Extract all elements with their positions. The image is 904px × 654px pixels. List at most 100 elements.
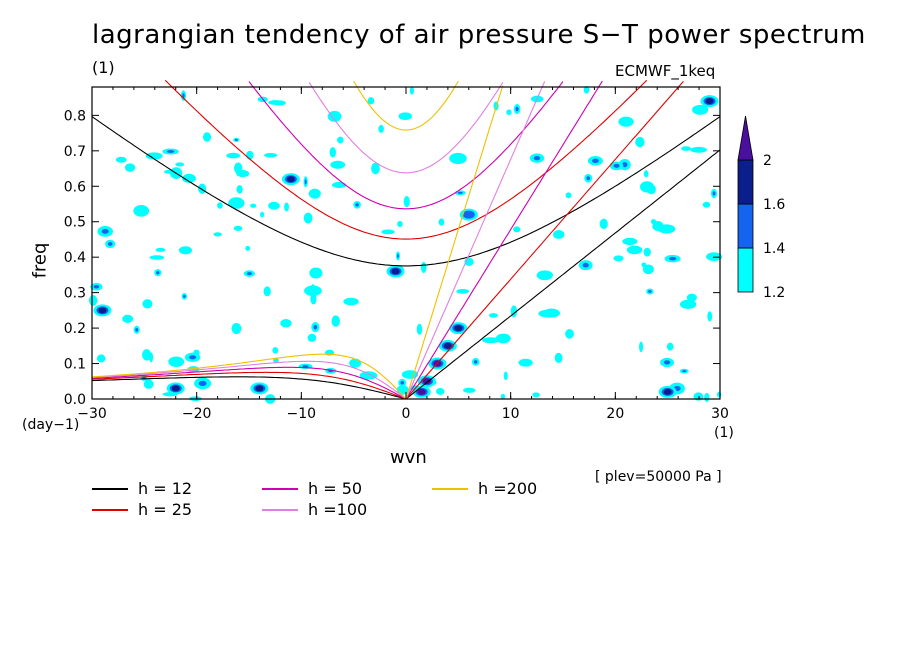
y-tick-label: 0.4 (64, 250, 86, 266)
x-tick-label: −30 (77, 406, 107, 422)
spectral-power-blob (337, 136, 344, 144)
spectral-power-blob (378, 124, 384, 133)
spectral-power-region (422, 378, 431, 385)
dispersion-curve (308, 82, 504, 174)
spectral-power-blob (643, 247, 651, 257)
dispersion-curve (91, 371, 407, 400)
spectral-power-blob (168, 356, 185, 367)
spectral-power-blob (565, 329, 574, 339)
spectral-power-blob (474, 360, 478, 364)
spectral-power-region (391, 268, 400, 275)
spectral-power-blob (400, 380, 405, 385)
spectral-power-blob (272, 347, 279, 354)
x-tick-label: 20 (606, 406, 624, 422)
spectral-power-blob (712, 191, 716, 196)
spectral-power-blob (331, 181, 347, 189)
spectral-power-blob (506, 109, 512, 116)
y-tick-label: 0.3 (64, 286, 86, 302)
spectral-power-blob (515, 106, 519, 112)
spectral-power-blob (642, 264, 654, 275)
spectral-power-blob (652, 221, 664, 232)
spectral-power-blob (553, 230, 565, 239)
spectral-power-blob (463, 387, 476, 393)
dispersion-curve (405, 81, 684, 400)
spectral-power-blob (503, 371, 508, 381)
spectral-power-blob (622, 162, 628, 168)
spectral-power-blob (565, 192, 572, 199)
colorbar-bin (737, 203, 754, 249)
spectral-power-blob (304, 179, 307, 185)
spectral-power-blob (679, 299, 697, 309)
dispersion-curve (405, 149, 721, 400)
spectral-power-blob (532, 392, 540, 398)
spectral-power-blob (704, 392, 710, 402)
spectral-power-blob (280, 319, 292, 328)
spectral-power-blob (245, 245, 251, 251)
x-tick-label: −10 (287, 406, 317, 422)
spectral-power-blob (217, 202, 223, 209)
spectral-power-blob (115, 156, 127, 163)
dispersion-curve (248, 81, 564, 210)
spectral-power-blob (155, 247, 166, 252)
spectral-power-blob (202, 132, 212, 142)
y-axis-label: freq (29, 242, 51, 279)
spectral-power-blob (583, 85, 590, 94)
legend-swatch (262, 508, 298, 511)
spectral-power-blob (681, 146, 691, 151)
spectral-power-blob (143, 379, 154, 389)
spectral-power-blob (381, 229, 395, 235)
spectral-power-blob (313, 324, 318, 330)
spectral-power-blob (260, 211, 265, 218)
spectral-power-blob (371, 162, 380, 175)
spectral-power-blob (643, 170, 649, 178)
spectral-power-blob (284, 202, 289, 212)
spectral-power-blob (367, 97, 375, 105)
spectral-power-blob (156, 271, 160, 275)
spectral-power-blob (397, 253, 399, 258)
spectral-power-blob (142, 299, 153, 309)
spectral-power-blob (178, 246, 193, 255)
spectral-power-blob (398, 112, 413, 121)
spectral-power-blob (420, 261, 427, 274)
spectral-power-region (98, 307, 107, 314)
x-tick-label: −20 (182, 406, 212, 422)
spectral-power-blob (349, 358, 362, 368)
spectral-power-blob (302, 365, 309, 368)
spectral-power-blob (133, 205, 150, 217)
spectral-power-blob (233, 225, 243, 231)
spectral-power-blob (303, 212, 313, 224)
spectral-power-blob (403, 195, 410, 208)
y-tick-label: 0.2 (64, 321, 86, 337)
dispersion-curve (91, 353, 407, 400)
colorbar-label: 2 (763, 153, 772, 169)
colorbar-bin (737, 159, 754, 205)
colorbar-bin (737, 247, 754, 293)
spectral-power-blob (189, 355, 197, 360)
spectral-power-blob (618, 116, 634, 127)
spectral-power-blob (330, 160, 346, 169)
model-label: ECMWF_1keq (615, 62, 716, 80)
x-tick-label: 10 (502, 406, 520, 422)
x-axis-label: wvn (390, 447, 427, 468)
spectral-power-blob (613, 255, 624, 262)
spectral-power-blob (536, 270, 553, 281)
y-tick-label: 0.6 (64, 179, 86, 195)
spectral-power-blob (145, 152, 163, 160)
spectral-power-region (454, 325, 463, 332)
colorbar-label: 1.6 (763, 197, 785, 213)
legend-item: h =100 (262, 500, 367, 519)
spectral-power-blob (304, 285, 322, 297)
legend-label: h = 50 (308, 479, 363, 498)
spectral-power-blob (686, 293, 697, 302)
legend-label: h =100 (308, 500, 368, 519)
spectral-power-blob (359, 371, 378, 380)
spectral-power-blob (246, 150, 254, 160)
spectral-power-region (464, 211, 473, 218)
spectral-power-blob (327, 110, 342, 122)
dispersion-curve (91, 366, 407, 400)
legend-swatch (92, 487, 128, 490)
y-tick-label: 0.0 (64, 392, 86, 408)
legend-swatch (432, 487, 468, 490)
spectral-power-blob (639, 341, 644, 353)
spectral-power-blob (198, 380, 207, 387)
